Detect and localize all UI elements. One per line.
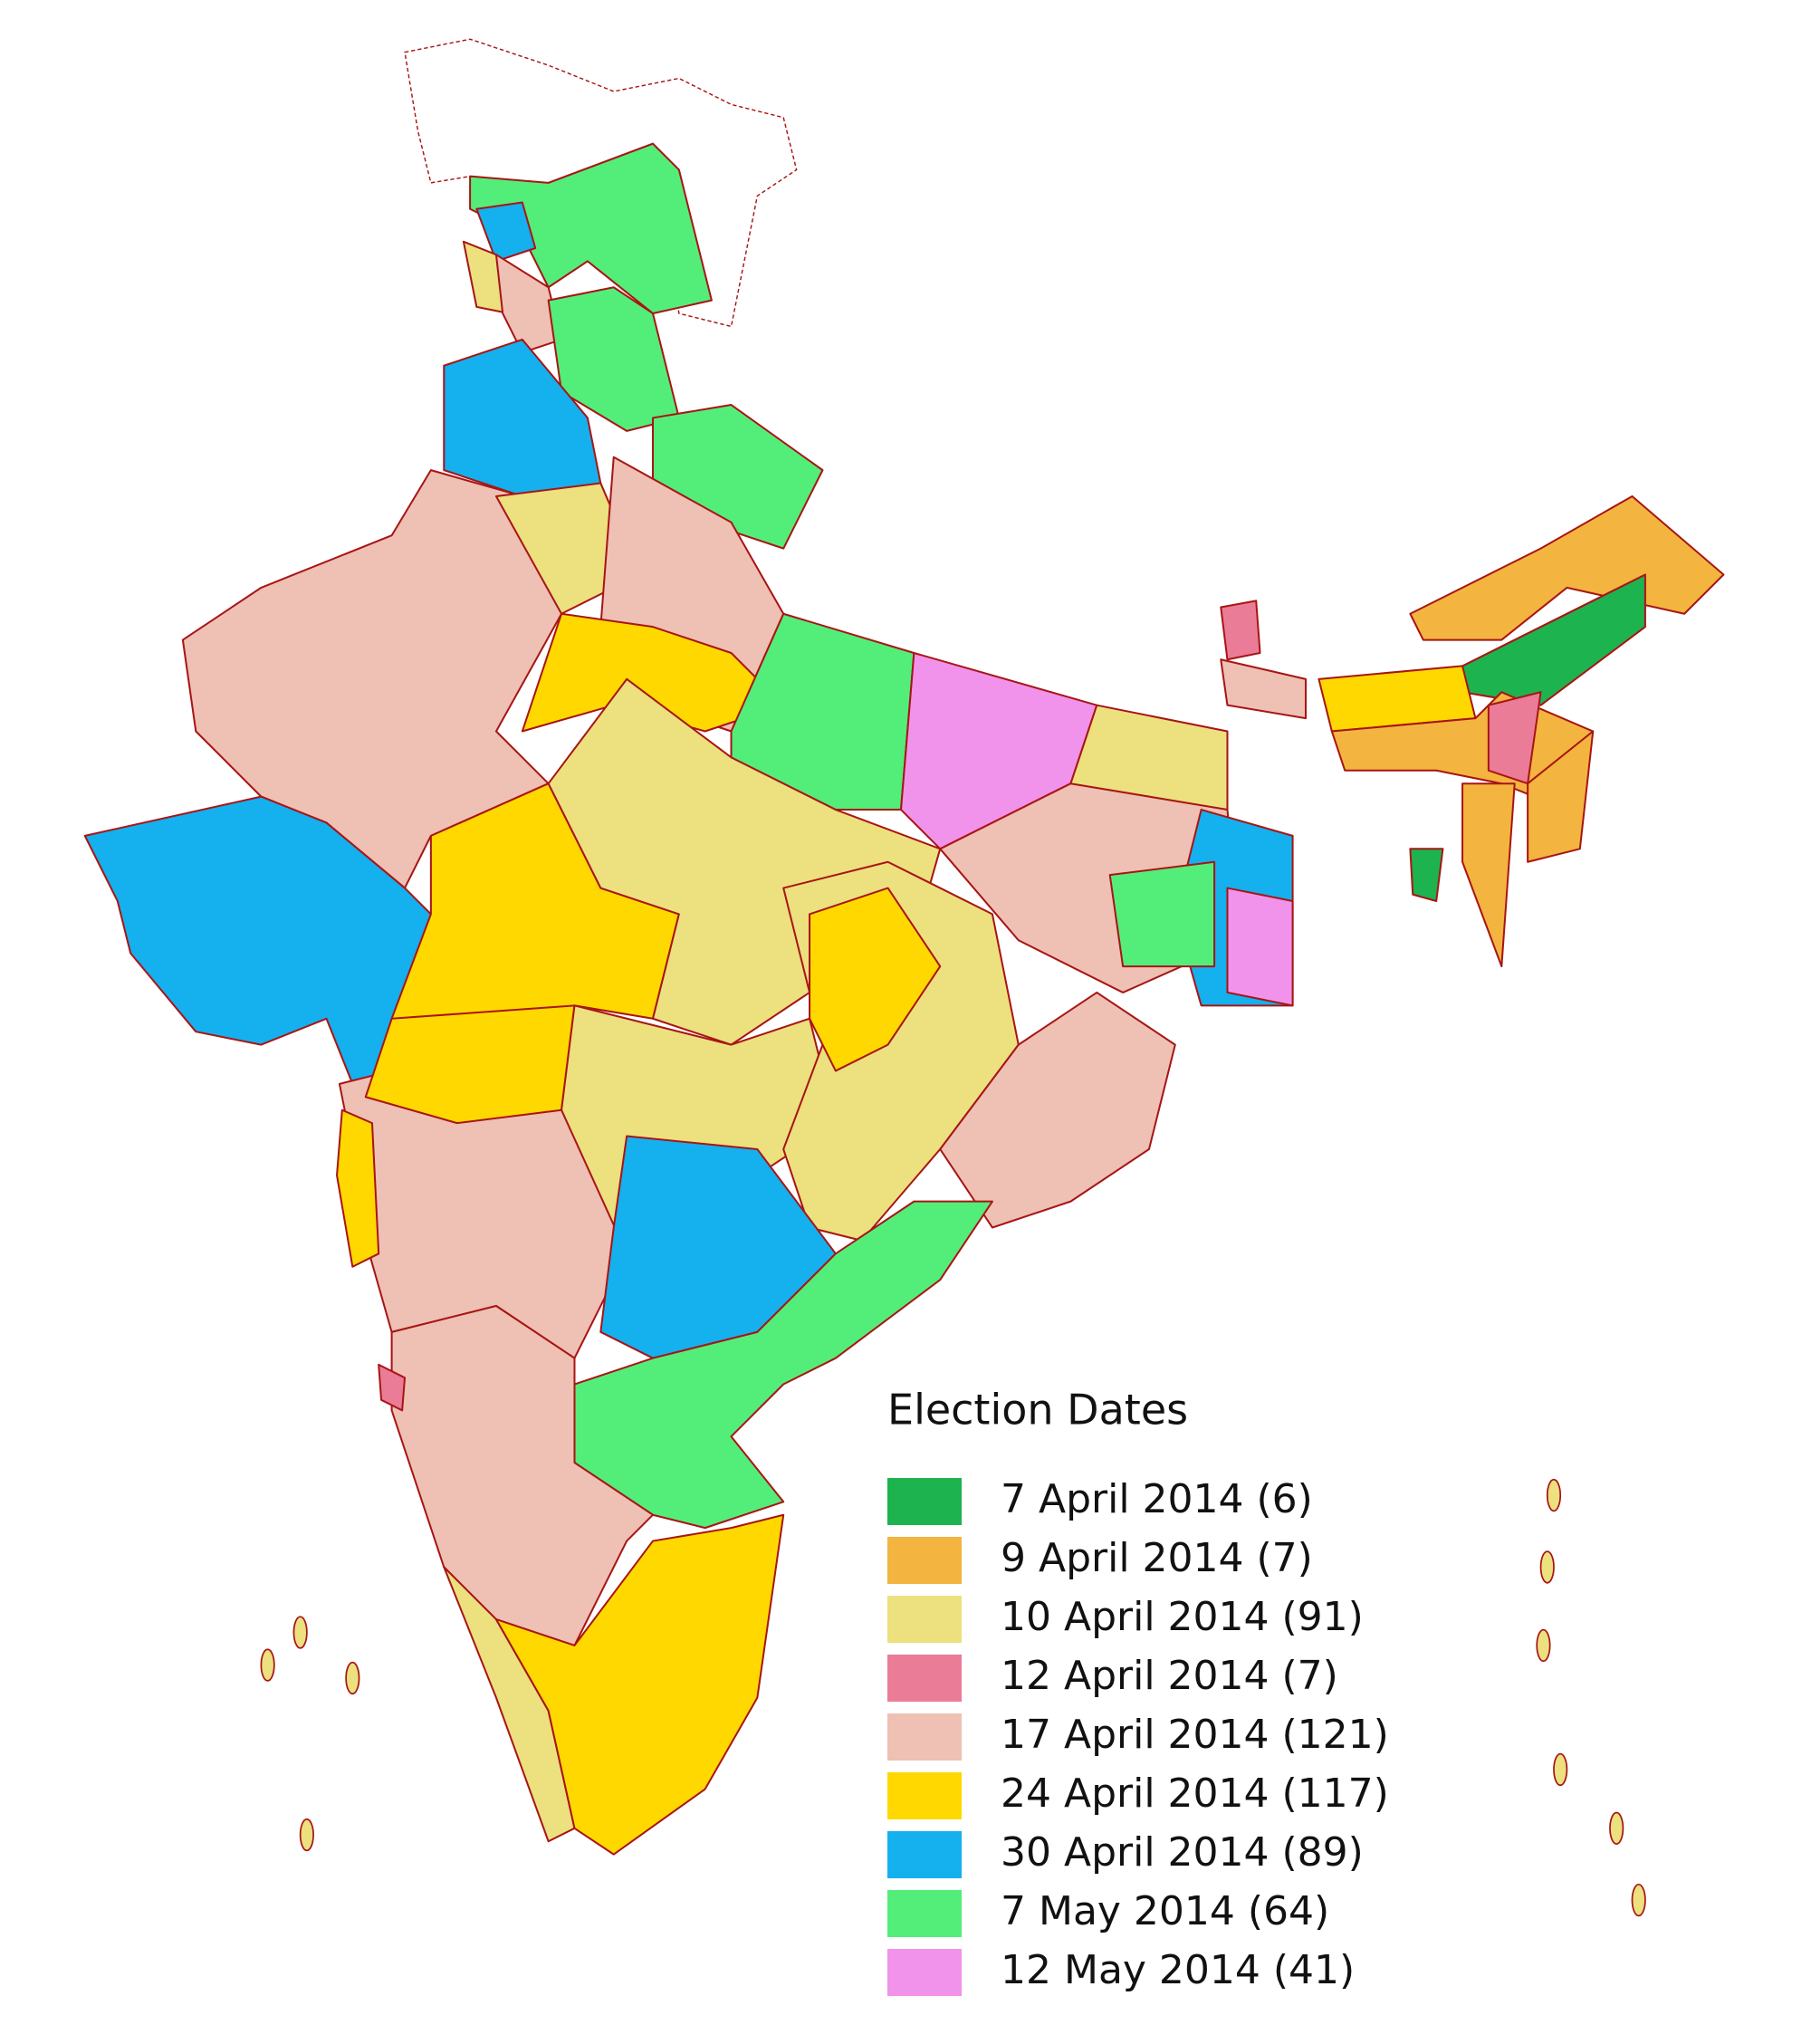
legend-swatch (887, 1596, 962, 1643)
legend: 7 April 2014 (6) 9 April 2014 (7) 10 April… (887, 1476, 1389, 1996)
legend-swatch (887, 1772, 962, 1819)
legend-swatch (887, 1949, 962, 1996)
legend-title: Election Dates (887, 1386, 1188, 1435)
island (1536, 1628, 1551, 1663)
legend-swatch (887, 1478, 962, 1525)
region (364, 1004, 576, 1125)
legend-swatch (887, 1831, 962, 1878)
island (1539, 1550, 1555, 1584)
legend-label: 12 April 2014 (7) (1001, 1653, 1338, 1699)
island (1631, 1883, 1646, 1917)
island (292, 1616, 308, 1649)
island (1546, 1478, 1562, 1512)
region (1220, 658, 1308, 720)
region (1220, 600, 1261, 661)
region (1108, 860, 1216, 968)
region (1409, 848, 1444, 902)
island (1609, 1811, 1624, 1845)
legend-label: 24 April 2014 (117) (1001, 1771, 1389, 1817)
legend-label: 7 April 2014 (6) (1001, 1476, 1313, 1522)
region (494, 254, 563, 354)
map-area (83, 38, 1725, 1917)
legend-label: 30 April 2014 (89) (1001, 1829, 1364, 1876)
island (345, 1661, 360, 1695)
region (494, 1513, 785, 1856)
legend-label: 9 April 2014 (7) (1001, 1535, 1313, 1581)
legend-swatch (887, 1713, 962, 1761)
legend-swatch (887, 1890, 962, 1937)
region (378, 1363, 407, 1412)
legend-label: 7 May 2014 (64) (1001, 1888, 1329, 1934)
region (336, 1108, 380, 1268)
legend-label: 17 April 2014 (121) (1001, 1712, 1389, 1758)
island (1553, 1752, 1568, 1787)
region (939, 991, 1176, 1229)
legend-swatch (887, 1655, 962, 1702)
legend-label: 10 April 2014 (91) (1001, 1594, 1364, 1640)
region (475, 201, 537, 263)
region (809, 887, 942, 1072)
region (1527, 730, 1595, 863)
island (299, 1818, 314, 1852)
region (1461, 782, 1516, 968)
region (390, 1304, 655, 1646)
legend-swatch (887, 1537, 962, 1584)
region (1226, 887, 1294, 1007)
island (260, 1648, 275, 1682)
legend-label: 12 May 2014 (41) (1001, 1947, 1355, 1993)
